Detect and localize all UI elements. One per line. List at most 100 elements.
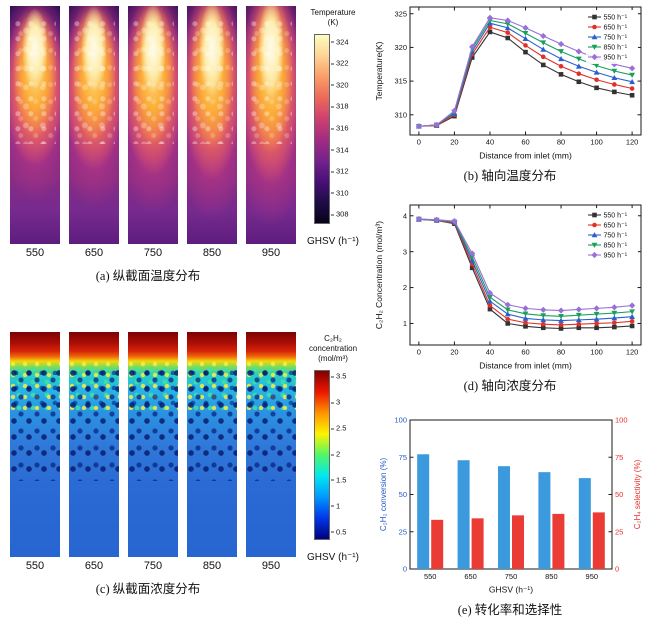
svg-text:100: 100	[590, 138, 603, 147]
colorbar-tick-label: 316	[331, 124, 349, 133]
colorbar-scale: 324 322 320 318 316 314 312 310 308	[314, 34, 374, 224]
svg-text:750: 750	[505, 572, 518, 581]
temperature-contour-strip	[246, 6, 296, 244]
svg-text:650 h⁻¹: 650 h⁻¹	[604, 222, 628, 229]
concentration-colorbar: C₂H₂ concentration (mol/m³) 3.5 3 2.5 2 1.5 1…	[300, 332, 372, 597]
ghsv-value-label: 550	[25, 560, 45, 572]
colorbar-tick-label: 3	[331, 398, 340, 407]
temperature-contour-strip	[69, 6, 119, 244]
colorbar-gradient	[314, 34, 330, 224]
svg-text:950 h⁻¹: 950 h⁻¹	[604, 54, 628, 61]
svg-text:0: 0	[403, 565, 407, 574]
svg-text:75: 75	[615, 453, 623, 462]
temperature-colorbar: Temperature (K) 324 322 320 318 316 314 312 310…	[300, 6, 372, 284]
svg-text:GHSV (h⁻¹): GHSV (h⁻¹)	[489, 585, 533, 595]
temperature-contour-strip	[10, 6, 60, 244]
colorbar-tick-label: 308	[331, 210, 349, 219]
ghsv-value-label: 750	[143, 247, 163, 259]
ghsv-value-label: 650	[84, 560, 104, 572]
svg-text:310: 310	[394, 110, 407, 119]
temperature-contour-strip	[128, 6, 178, 244]
svg-text:50: 50	[615, 490, 623, 499]
svg-text:2: 2	[403, 283, 407, 292]
svg-text:25: 25	[615, 527, 623, 536]
svg-text:80: 80	[557, 138, 565, 147]
svg-text:750 h⁻¹: 750 h⁻¹	[604, 34, 628, 41]
svg-text:C₂H₂ Concentration (mol/m³): C₂H₂ Concentration (mol/m³)	[374, 221, 384, 329]
colorbar-units: (K)	[327, 18, 339, 27]
contour-column: 550 650 750 850 950 (a) 纵截面温度分布 Temperature …	[0, 0, 372, 618]
svg-text:850 h⁻¹: 850 h⁻¹	[604, 44, 628, 51]
concentration-contour-strip	[187, 332, 237, 557]
concentration-contour-strip	[69, 332, 119, 557]
svg-text:650: 650	[464, 572, 477, 581]
panel-c: 550 650 750 850 950 (c) 纵截面浓度分布 C₂H₂ concent…	[0, 332, 372, 597]
colorbar-tick-label: 0.5	[331, 527, 346, 536]
colorbar-tick-label: 312	[331, 167, 349, 176]
svg-text:315: 315	[394, 77, 407, 86]
axial-temperature-chart: 0 20 40 60 80 100 120 310 315 320 325 Distance from…	[374, 6, 642, 161]
svg-text:20: 20	[450, 348, 458, 357]
svg-text:C₂H₄ selectivity (%): C₂H₄ selectivity (%)	[633, 459, 642, 529]
svg-text:50: 50	[399, 490, 407, 499]
caption-b: (b) 轴向温度分布	[463, 169, 557, 183]
svg-text:1: 1	[403, 319, 407, 328]
colorbar-title: C₂H₂ concentration	[308, 334, 358, 353]
temperature-contour-strip	[187, 6, 237, 244]
svg-text:100: 100	[590, 348, 603, 357]
panel-a: 550 650 750 850 950 (a) 纵截面温度分布 Temperature …	[0, 6, 372, 284]
svg-text:650 h⁻¹: 650 h⁻¹	[604, 24, 628, 31]
svg-text:550: 550	[424, 572, 437, 581]
svg-text:3: 3	[403, 247, 407, 256]
svg-text:0: 0	[417, 138, 421, 147]
colorbar-tick-label: 310	[331, 188, 349, 197]
colorbar-tick-label: 1.5	[331, 475, 346, 484]
caption-d: (d) 轴向浓度分布	[463, 379, 557, 393]
svg-text:80: 80	[557, 348, 565, 357]
colorbar-tick-label: 2.5	[331, 424, 346, 433]
caption-c: (c) 纵截面浓度分布	[95, 582, 201, 596]
svg-text:0: 0	[615, 565, 619, 574]
svg-text:Temperature(K): Temperature(K)	[374, 41, 384, 100]
svg-text:Distance from inlet (mm): Distance from inlet (mm)	[479, 361, 572, 371]
colorbar-tick-label: 2	[331, 450, 340, 459]
colorbar-tick-label: 3.5	[331, 372, 346, 381]
svg-text:850 h⁻¹: 850 h⁻¹	[604, 242, 628, 249]
svg-text:950: 950	[586, 572, 599, 581]
svg-text:100: 100	[394, 416, 407, 425]
svg-text:100: 100	[615, 416, 628, 425]
svg-text:Distance from inlet (mm): Distance from inlet (mm)	[479, 151, 572, 161]
colorbar-gradient	[314, 370, 330, 540]
svg-text:25: 25	[399, 527, 407, 536]
ghsv-unit-label: GHSV (h⁻¹)	[307, 552, 359, 563]
temperature-contours	[10, 6, 300, 244]
caption-a: (a) 纵截面温度分布	[95, 269, 201, 283]
ghsv-value-label: 950	[261, 247, 281, 259]
conversion-selectivity-chart: 0 25 50 75 100 0 25 50 75 100 550 650 750 850 950 GHSV …	[379, 416, 642, 595]
colorbar-tick-label: 318	[331, 102, 349, 111]
svg-text:40: 40	[486, 348, 494, 357]
svg-text:120: 120	[626, 348, 639, 357]
svg-text:950 h⁻¹: 950 h⁻¹	[604, 252, 628, 259]
svg-text:40: 40	[486, 138, 494, 147]
svg-text:550 h⁻¹: 550 h⁻¹	[604, 212, 628, 219]
concentration-contours	[10, 332, 300, 557]
colorbar-scale: 3.5 3 2.5 2 1.5 1 0.5	[314, 370, 374, 540]
svg-text:60: 60	[521, 138, 529, 147]
ghsv-value-label: 550	[25, 247, 45, 259]
svg-text:750 h⁻¹: 750 h⁻¹	[604, 232, 628, 239]
ghsv-labels-row: 550 650 750 850 950	[10, 560, 300, 575]
ghsv-value-label: 850	[202, 247, 222, 259]
ghsv-unit-label: GHSV (h⁻¹)	[307, 236, 359, 247]
ghsv-labels-row: 550 650 750 850 950	[10, 247, 300, 262]
svg-text:60: 60	[521, 348, 529, 357]
chart-column: 0 20 40 60 80 100 120 310 315 320 325 Distance from…	[372, 0, 650, 618]
colorbar-tick-label: 314	[331, 145, 349, 154]
colorbar-tick-label: 320	[331, 80, 349, 89]
axial-concentration-chart: 0 20 40 60 80 100 120 1 2 3 4 Distance from inlet (…	[374, 204, 642, 371]
ghsv-value-label: 650	[84, 247, 104, 259]
colorbar-tick-label: 324	[331, 37, 349, 46]
ghsv-value-label: 950	[261, 560, 281, 572]
svg-text:120: 120	[626, 138, 639, 147]
